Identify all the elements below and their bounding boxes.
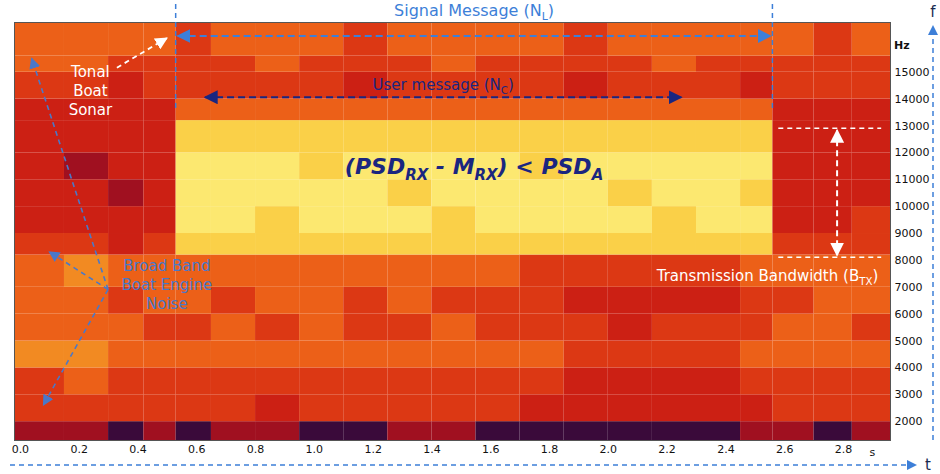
svg-text:14000: 14000: [895, 93, 930, 106]
svg-text:0.6: 0.6: [188, 443, 206, 456]
svg-text:0.0: 0.0: [12, 443, 30, 456]
svg-text:1.2: 1.2: [364, 443, 382, 456]
svg-text:Broad Band: Broad Band: [123, 257, 210, 275]
svg-text:f: f: [930, 3, 936, 21]
svg-text:0.4: 0.4: [129, 443, 147, 456]
svg-text:4000: 4000: [895, 361, 923, 374]
svg-text:Boat: Boat: [73, 82, 108, 100]
svg-text:Sonar: Sonar: [69, 101, 113, 119]
svg-text:2000: 2000: [895, 415, 923, 428]
svg-text:0.8: 0.8: [247, 443, 265, 456]
svg-text:Tonal: Tonal: [70, 63, 110, 81]
svg-text:7000: 7000: [895, 281, 923, 294]
svg-text:6000: 6000: [895, 308, 923, 321]
svg-text:5000: 5000: [895, 335, 923, 348]
svg-text:Signal Message (NL): Signal Message (NL): [394, 1, 554, 23]
svg-text:12000: 12000: [895, 146, 930, 159]
svg-text:(PSDRX - MRX) < PSDA: (PSDRX - MRX) < PSDA: [345, 154, 603, 184]
svg-text:2.6: 2.6: [776, 443, 794, 456]
svg-text:Hz: Hz: [894, 39, 910, 52]
svg-text:15000: 15000: [895, 66, 930, 79]
svg-text:0.2: 0.2: [70, 443, 88, 456]
svg-text:10000: 10000: [895, 200, 930, 213]
svg-text:t: t: [925, 456, 931, 474]
svg-text:1.8: 1.8: [541, 443, 559, 456]
svg-text:11000: 11000: [895, 173, 930, 186]
svg-text:2.4: 2.4: [717, 443, 735, 456]
svg-text:9000: 9000: [895, 227, 923, 240]
svg-text:User message (NC): User message (NC): [373, 76, 514, 96]
svg-text:1.4: 1.4: [423, 443, 441, 456]
svg-text:3000: 3000: [895, 388, 923, 401]
svg-text:Noise: Noise: [146, 295, 188, 313]
svg-text:2.2: 2.2: [658, 443, 676, 456]
svg-text:1.0: 1.0: [306, 443, 324, 456]
svg-text:Boat Engine: Boat Engine: [121, 276, 212, 294]
svg-text:Transmission Bandwidth (BTX): Transmission Bandwidth (BTX): [656, 267, 879, 287]
svg-text:2.0: 2.0: [600, 443, 618, 456]
svg-text:13000: 13000: [895, 120, 930, 133]
svg-text:8000: 8000: [895, 254, 923, 267]
svg-text:1.6: 1.6: [482, 443, 500, 456]
svg-text:2.8: 2.8: [835, 443, 853, 456]
svg-text:s: s: [869, 446, 875, 459]
